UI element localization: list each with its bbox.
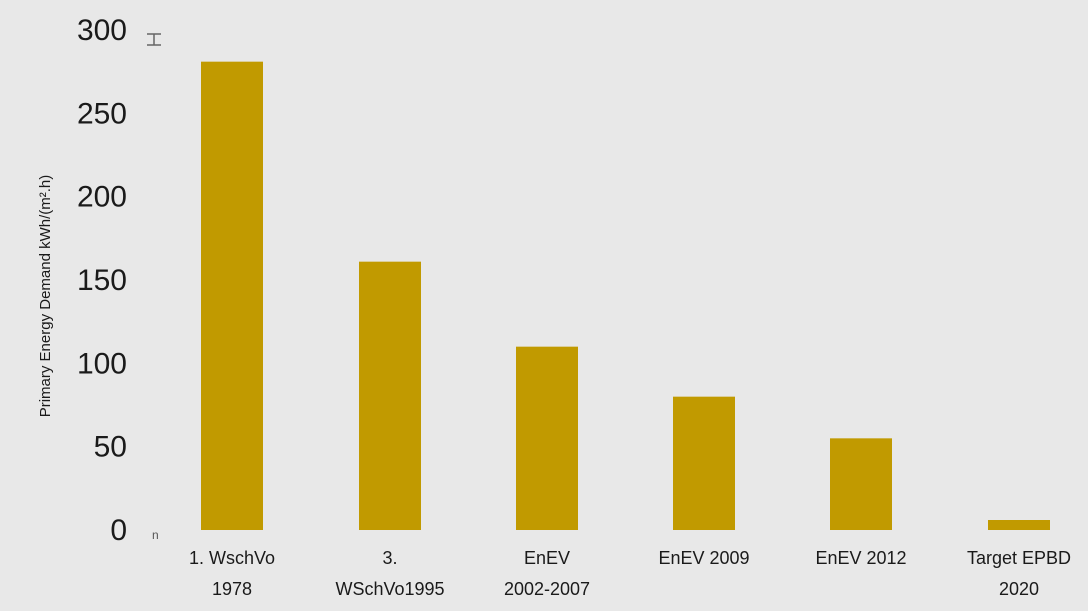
x-category-label: EnEV 2012 — [815, 548, 906, 568]
x-category-label: 3. WSchVo1995 — [335, 548, 444, 599]
x-category-label-line: 2020 — [999, 579, 1039, 599]
x-category-label-line: WSchVo1995 — [335, 579, 444, 599]
y-tick-label: 150 — [77, 264, 127, 297]
bar — [988, 520, 1050, 530]
x-category-label: Target EPBD 2020 — [967, 548, 1071, 599]
axis-origin-mark: n — [152, 528, 159, 542]
bar — [201, 61, 263, 531]
x-category-label: EnEV 2009 — [658, 548, 749, 568]
x-category-label-line: 2002-2007 — [504, 579, 590, 599]
x-category-label-line: 3. — [382, 548, 397, 568]
error-bar-marker — [147, 33, 161, 46]
y-tick-label: 300 — [77, 14, 127, 47]
x-category-label: 1. WschVo 1978 — [189, 548, 275, 599]
bar — [359, 261, 421, 530]
y-tick-label: 250 — [77, 97, 127, 130]
y-axis-title: Primary Energy Demand kWh/(m².h) — [37, 175, 54, 418]
x-category-label-line: EnEV 2009 — [658, 548, 749, 568]
y-tick-label: 0 — [110, 514, 127, 547]
y-axis: 0 50 100 150 200 250 300 — [77, 14, 127, 547]
x-category-label-line: EnEV 2012 — [815, 548, 906, 568]
x-category-label: EnEV 2002-2007 — [504, 548, 590, 599]
y-tick-label: 50 — [94, 431, 127, 464]
bar — [830, 438, 892, 530]
y-tick-label: 200 — [77, 181, 127, 214]
y-tick-label: 100 — [77, 347, 127, 380]
bars — [201, 61, 1050, 531]
x-category-label-line: Target EPBD — [967, 548, 1071, 568]
x-category-label-line: 1. WschVo — [189, 548, 275, 568]
x-category-label-line: 1978 — [212, 579, 252, 599]
x-category-label-line: EnEV — [524, 548, 570, 568]
bar — [516, 346, 578, 530]
bar — [673, 396, 735, 530]
